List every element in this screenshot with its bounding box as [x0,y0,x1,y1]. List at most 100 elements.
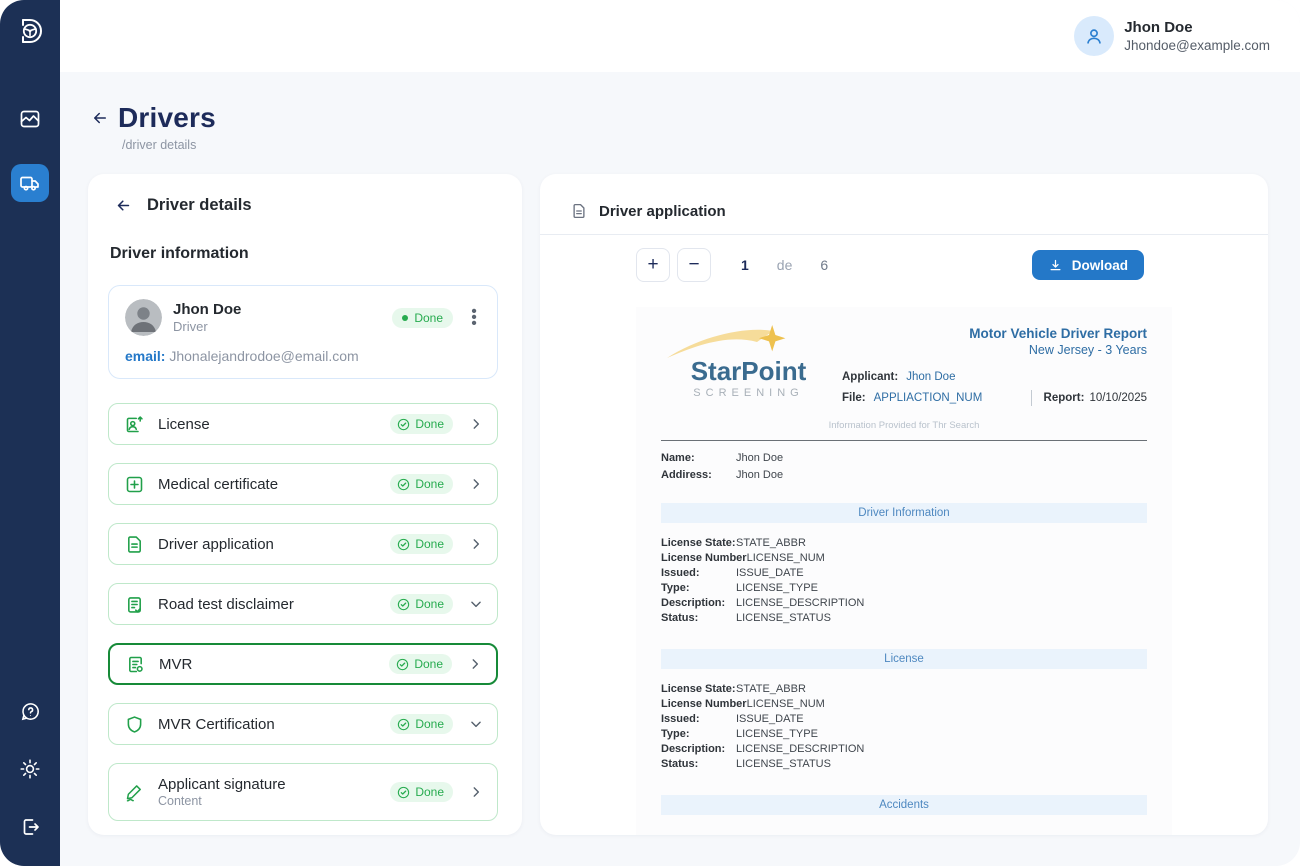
email-label: email: [125,348,165,364]
applicant-identity: Name:Jhon Doe Addiress:Jhon Doe [661,450,1147,484]
driver-info-card: Jhon Doe Driver Done ••• email: Jhonal [108,285,498,379]
status-dot [402,315,408,321]
user-name: Jhon Doe [1124,18,1270,37]
checklist-item-license[interactable]: License Done [108,403,498,445]
panel-back-arrow-icon[interactable] [114,197,133,214]
chevron-right-icon [469,537,483,551]
driver-avatar [125,299,162,336]
person-icon [1083,25,1105,47]
driver-information-fields: License State:STATE_ABBR License NumberL… [661,536,1147,626]
chevron-right-icon [469,417,483,431]
back-arrow-icon[interactable] [90,109,110,127]
section-band-driver-information: Driver Information [661,503,1147,523]
page-indicator: 1 de 6 [741,257,828,273]
checklist-item-driver-application[interactable]: Driver application Done [108,523,498,565]
done-badge: Done [390,714,453,734]
driver-role: Driver [173,319,392,335]
driver-name: Jhon Doe [173,301,392,319]
download-button[interactable]: Dowload [1032,250,1144,280]
gear-icon [18,757,42,781]
document-viewer-panel: Driver application + − 1 de 6 [540,174,1268,835]
zoom-in-button[interactable]: + [636,248,670,282]
check-circle-icon [397,786,410,799]
app-window: Jhon Doe Jhondoe@example.com Drivers /dr… [0,0,1300,866]
shield-icon [124,714,145,735]
sidebar-item-logout[interactable] [11,808,49,846]
clipboard-check-icon [124,594,145,615]
done-badge: Done [390,474,453,494]
file-icon [570,202,588,220]
checklist-item-applicant-signature[interactable]: Applicant signature Content Done [108,763,498,821]
medical-certificate-icon [124,474,145,495]
checklist-item-road-test-disclaimer[interactable]: Road test disclaimer Done [108,583,498,625]
pdf-page: StarPoint SCREENING Motor Vehicle Driver… [636,307,1172,835]
check-circle-icon [397,478,410,491]
driver-details-panel: Driver details Driver information [88,174,522,835]
sidebar-item-help[interactable] [11,692,49,730]
section-title: Driver information [110,245,498,263]
sidebar-item-gallery[interactable] [11,100,49,138]
chevron-right-icon [468,657,482,671]
license-fields: License State:STATE_ABBR License NumberL… [661,682,1147,772]
page-title: Drivers [118,102,216,134]
done-badge: Done [389,654,452,674]
page-header: Drivers /driver details [60,72,1300,152]
check-circle-icon [397,718,410,731]
current-page: 1 [741,257,749,273]
done-badge: Done [390,414,453,434]
brand-steering-wheel-logo [13,14,47,48]
sidebar-item-drivers[interactable] [11,164,49,202]
user-avatar [1074,16,1114,56]
checklist-item-mvr-certification[interactable]: MVR Certification Done [108,703,498,745]
total-pages: 6 [820,257,828,273]
mvr-report-icon [125,654,146,675]
gallery-icon [18,107,42,131]
report-title: Motor Vehicle Driver Report [842,326,1147,341]
signature-pen-icon [124,782,145,803]
document-icon [124,534,145,555]
item-subtitle: Content [158,794,390,809]
content: Drivers /driver details Driver details D… [60,72,1300,866]
check-circle-icon [396,658,409,671]
done-badge: Done [390,594,453,614]
chevron-right-icon [469,785,483,799]
checklist-item-medical-certificate[interactable]: Medical certificate Done [108,463,498,505]
breadcrumb: /driver details [122,138,1300,152]
topbar: Jhon Doe Jhondoe@example.com [60,0,1300,72]
divider [661,440,1147,441]
pdf-disclaimer: Information Provided for Thr Search [661,420,1147,431]
sidebar [0,0,60,866]
done-badge: Done [390,782,453,802]
driver-menu-kebab-icon[interactable]: ••• [467,309,481,327]
page-separator: de [777,257,793,273]
document-checklist: License Done [108,403,498,821]
driver-status-badge: Done [392,308,453,328]
sidebar-item-settings[interactable] [11,750,49,788]
main-area: Jhon Doe Jhondoe@example.com Drivers /dr… [60,0,1300,866]
license-icon [124,414,145,435]
zoom-out-button[interactable]: − [677,248,711,282]
report-header: Motor Vehicle Driver Report New Jersey -… [842,320,1147,406]
user-email: Jhondoe@example.com [1124,37,1270,54]
truck-icon [18,171,42,195]
chevron-right-icon [469,477,483,491]
section-band-license: License [661,649,1147,669]
check-circle-icon [397,538,410,551]
check-circle-icon [397,418,410,431]
report-subtitle: New Jersey - 3 Years [842,343,1147,357]
divider [540,234,1268,235]
download-icon [1048,258,1063,273]
chevron-down-icon [469,597,483,611]
panel-title: Driver details [147,196,252,215]
user-menu[interactable]: Jhon Doe Jhondoe@example.com [1074,16,1270,56]
checklist-item-mvr[interactable]: MVR Done [108,643,498,685]
section-band-accidents: Accidents [661,795,1147,815]
viewer-toolbar: + − 1 de 6 Dowload [568,248,1240,282]
starpoint-logo: StarPoint SCREENING [661,320,836,406]
check-circle-icon [397,598,410,611]
done-badge: Done [390,534,453,554]
help-chat-icon [19,700,42,723]
logout-icon [18,815,42,839]
email-value: Jhonalejandrodoe@email.com [169,348,358,364]
chevron-down-icon [469,717,483,731]
